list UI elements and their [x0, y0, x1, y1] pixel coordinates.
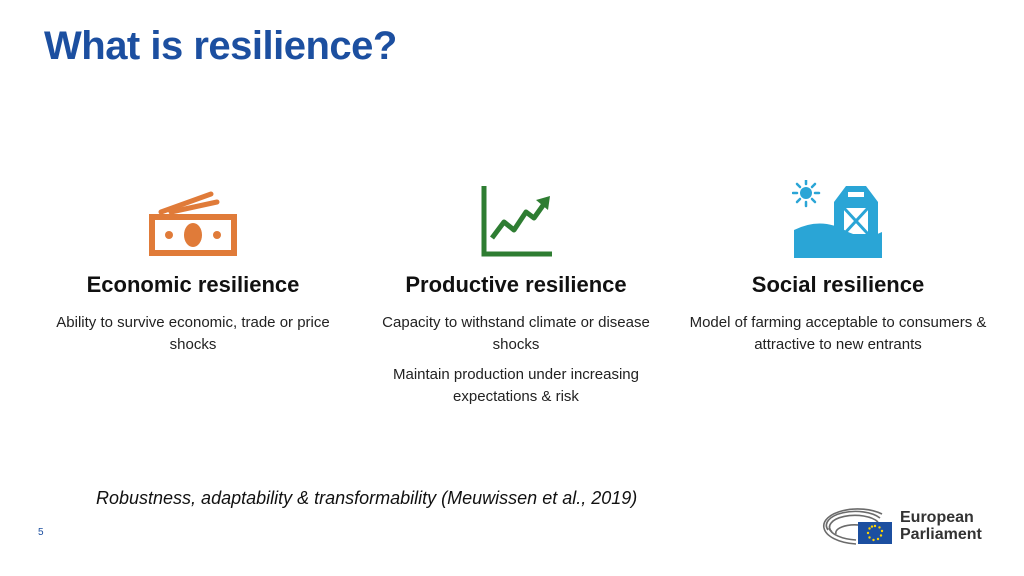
parliament-emblem-icon	[822, 508, 892, 545]
productive-resilience-column: Productive resilience Capacity to withst…	[366, 160, 666, 416]
economic-resilience-heading: Economic resilience	[86, 272, 300, 297]
european-parliament-logo: European Parliament	[820, 506, 982, 546]
social-resilience-description: Model of farming acceptable to consumers…	[689, 314, 987, 353]
productive-resilience-description-2: Maintain production under increasing exp…	[393, 366, 639, 405]
productive-resilience-description-1: Capacity to withstand climate or disease…	[382, 314, 650, 353]
economic-resilience-description: Ability to survive economic, trade or pr…	[56, 314, 330, 353]
economic-resilience-column: Economic resilience Ability to survive e…	[43, 160, 343, 364]
productive-resilience-heading: Productive resilience	[405, 272, 627, 297]
barn-sun-icon	[688, 160, 988, 260]
growth-chart-icon	[366, 160, 666, 260]
logo-line-2: Parliament	[900, 526, 982, 543]
citation-footnote: Robustness, adaptability & transformabil…	[96, 488, 638, 508]
money-icon	[43, 160, 343, 260]
page-title: What is resilience?	[44, 24, 397, 68]
page-number: 5	[38, 527, 44, 538]
logo-line-1: European	[900, 509, 974, 526]
social-resilience-column: Social resilience Model of farming accep…	[688, 160, 988, 364]
social-resilience-heading: Social resilience	[751, 272, 925, 297]
